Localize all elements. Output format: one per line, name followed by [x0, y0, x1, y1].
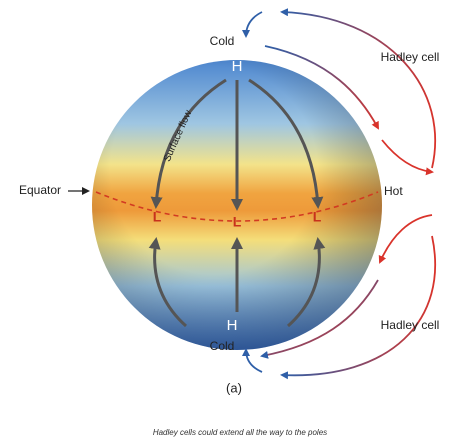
label-l: L [153, 209, 162, 225]
equator-line [95, 191, 379, 222]
caption: Hadley cells could extend all the way to… [153, 428, 327, 437]
label-hadley-bottom: Hadley cell [381, 318, 440, 332]
label-equator: Equator [19, 183, 61, 197]
label-hot: Hot [384, 184, 403, 198]
hadley-arrows [242, 8, 437, 380]
label-h-top: H [232, 58, 243, 75]
surface-arrows [148, 78, 326, 328]
label-h-bottom: H [227, 317, 238, 334]
label-l: L [233, 214, 242, 230]
label-l: L [313, 209, 322, 225]
label-hadley-top: Hadley cell [381, 50, 440, 64]
label-cold-top: Cold [210, 34, 235, 48]
panel-label: (a) [226, 380, 242, 395]
label-cold-bottom: Cold [210, 339, 235, 353]
